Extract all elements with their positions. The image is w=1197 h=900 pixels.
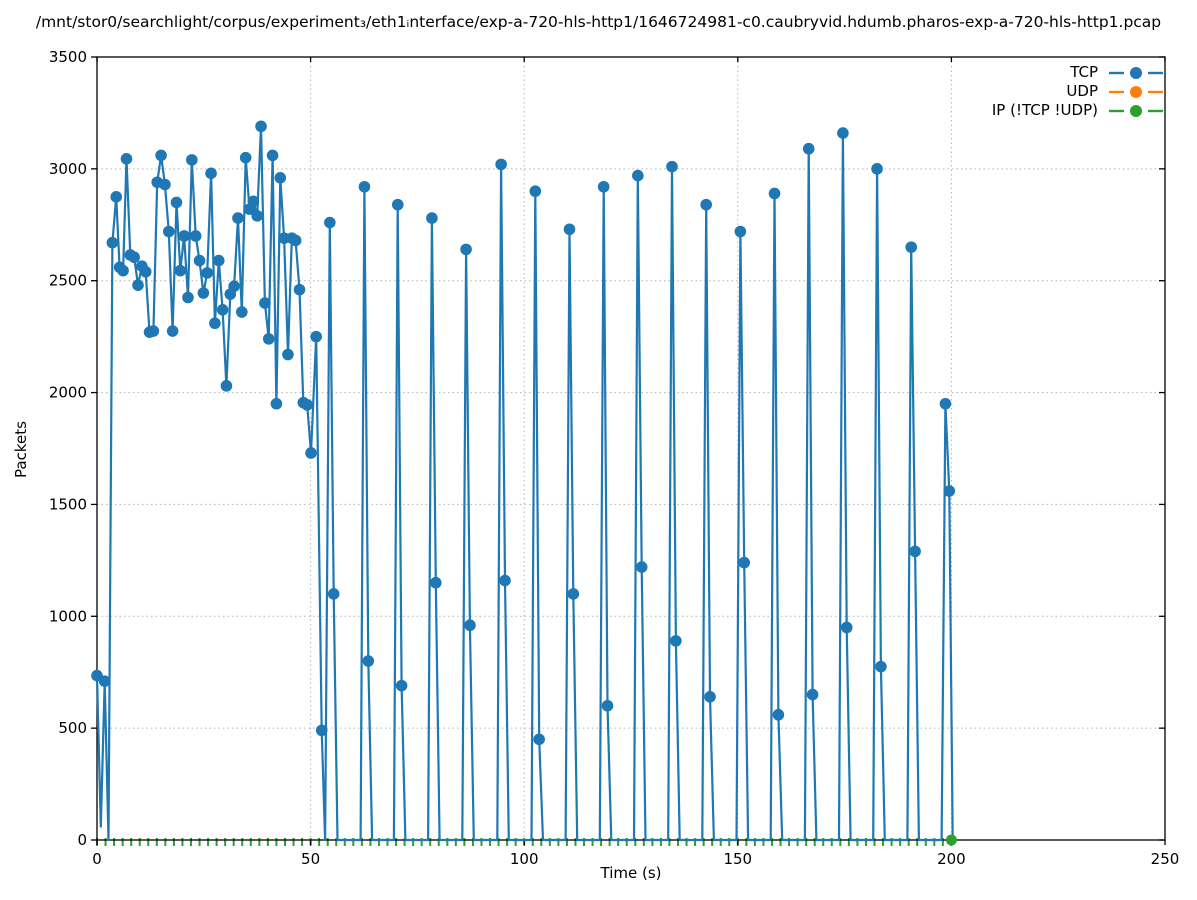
svg-text:2500: 2500 bbox=[49, 272, 87, 290]
svg-text:2000: 2000 bbox=[49, 384, 87, 402]
x-axis-label: Time (s) bbox=[600, 864, 662, 882]
svg-text:0: 0 bbox=[92, 850, 102, 868]
svg-text:250: 250 bbox=[1151, 850, 1180, 868]
svg-text:200: 200 bbox=[937, 850, 966, 868]
svg-text:50: 50 bbox=[301, 850, 320, 868]
y-axis-label: Packets bbox=[12, 421, 30, 478]
legend-label-udp: UDP bbox=[1066, 82, 1098, 100]
y-tick-labels: 0 500 1000 1500 2000 2500 3000 3500 bbox=[49, 48, 87, 849]
legend: TCP UDP IP (!TCP !UDP) bbox=[992, 63, 1163, 120]
series-tcp bbox=[91, 120, 956, 842]
series-ip-other-end-dot bbox=[945, 834, 957, 846]
legend-sample-line-dot-icon bbox=[1109, 66, 1163, 79]
legend-item-ip-other: IP (!TCP !UDP) bbox=[992, 101, 1163, 120]
legend-label-tcp: TCP bbox=[1070, 63, 1098, 81]
chart-title: /mnt/stor0/searchlight/corpus/experiment… bbox=[35, 13, 1162, 31]
legend-sample-line-dot-icon bbox=[1109, 85, 1163, 98]
legend-item-udp: UDP bbox=[992, 82, 1163, 101]
legend-item-tcp: TCP bbox=[992, 63, 1163, 82]
svg-text:100: 100 bbox=[510, 850, 539, 868]
legend-sample-line-dot-icon bbox=[1109, 104, 1163, 117]
grid-lines bbox=[97, 57, 1165, 840]
svg-text:3500: 3500 bbox=[49, 48, 87, 66]
x-tick-labels: 0 50 100 150 200 250 bbox=[92, 850, 1179, 868]
axes-border bbox=[91, 56, 1166, 845]
svg-text:3000: 3000 bbox=[49, 160, 87, 178]
svg-text:500: 500 bbox=[58, 719, 87, 737]
legend-label-ip-other: IP (!TCP !UDP) bbox=[991, 101, 1098, 119]
svg-text:150: 150 bbox=[723, 850, 752, 868]
svg-text:0: 0 bbox=[77, 831, 87, 849]
svg-text:1000: 1000 bbox=[49, 607, 87, 625]
svg-text:1500: 1500 bbox=[49, 495, 87, 513]
